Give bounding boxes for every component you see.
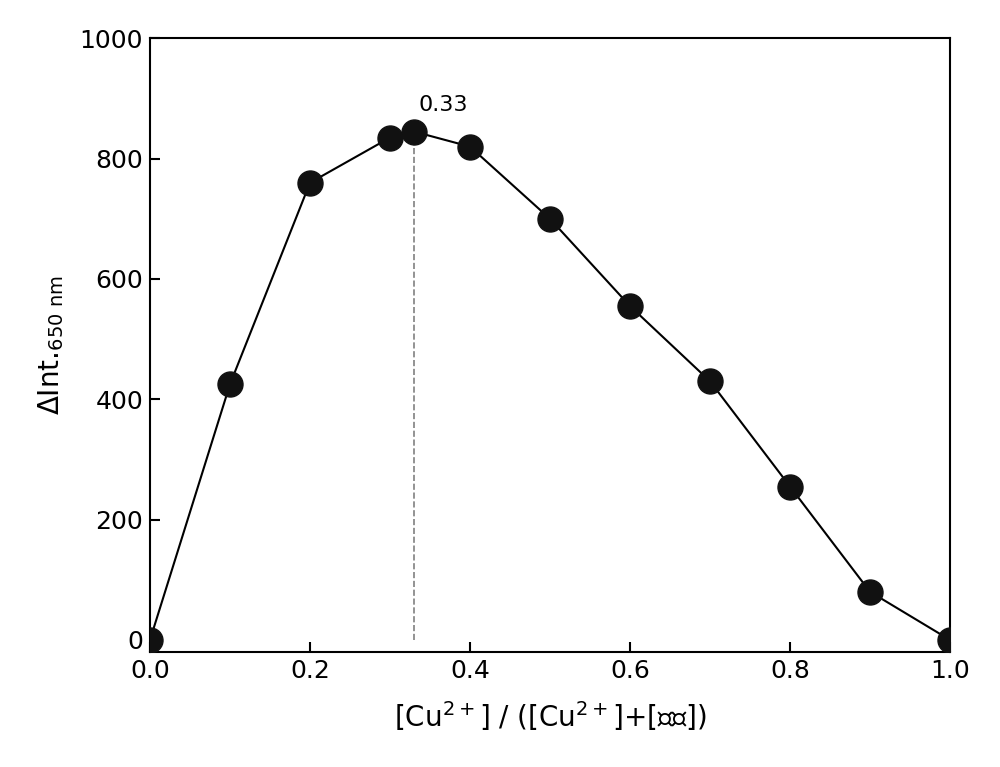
- Text: 0.33: 0.33: [418, 95, 468, 115]
- X-axis label: [Cu$^{2+}$] / ([Cu$^{2+}$]+[探针]): [Cu$^{2+}$] / ([Cu$^{2+}$]+[探针]): [394, 700, 706, 733]
- Y-axis label: $\Delta$Int.$_{650\ \mathregular{nm}}$: $\Delta$Int.$_{650\ \mathregular{nm}}$: [36, 275, 66, 415]
